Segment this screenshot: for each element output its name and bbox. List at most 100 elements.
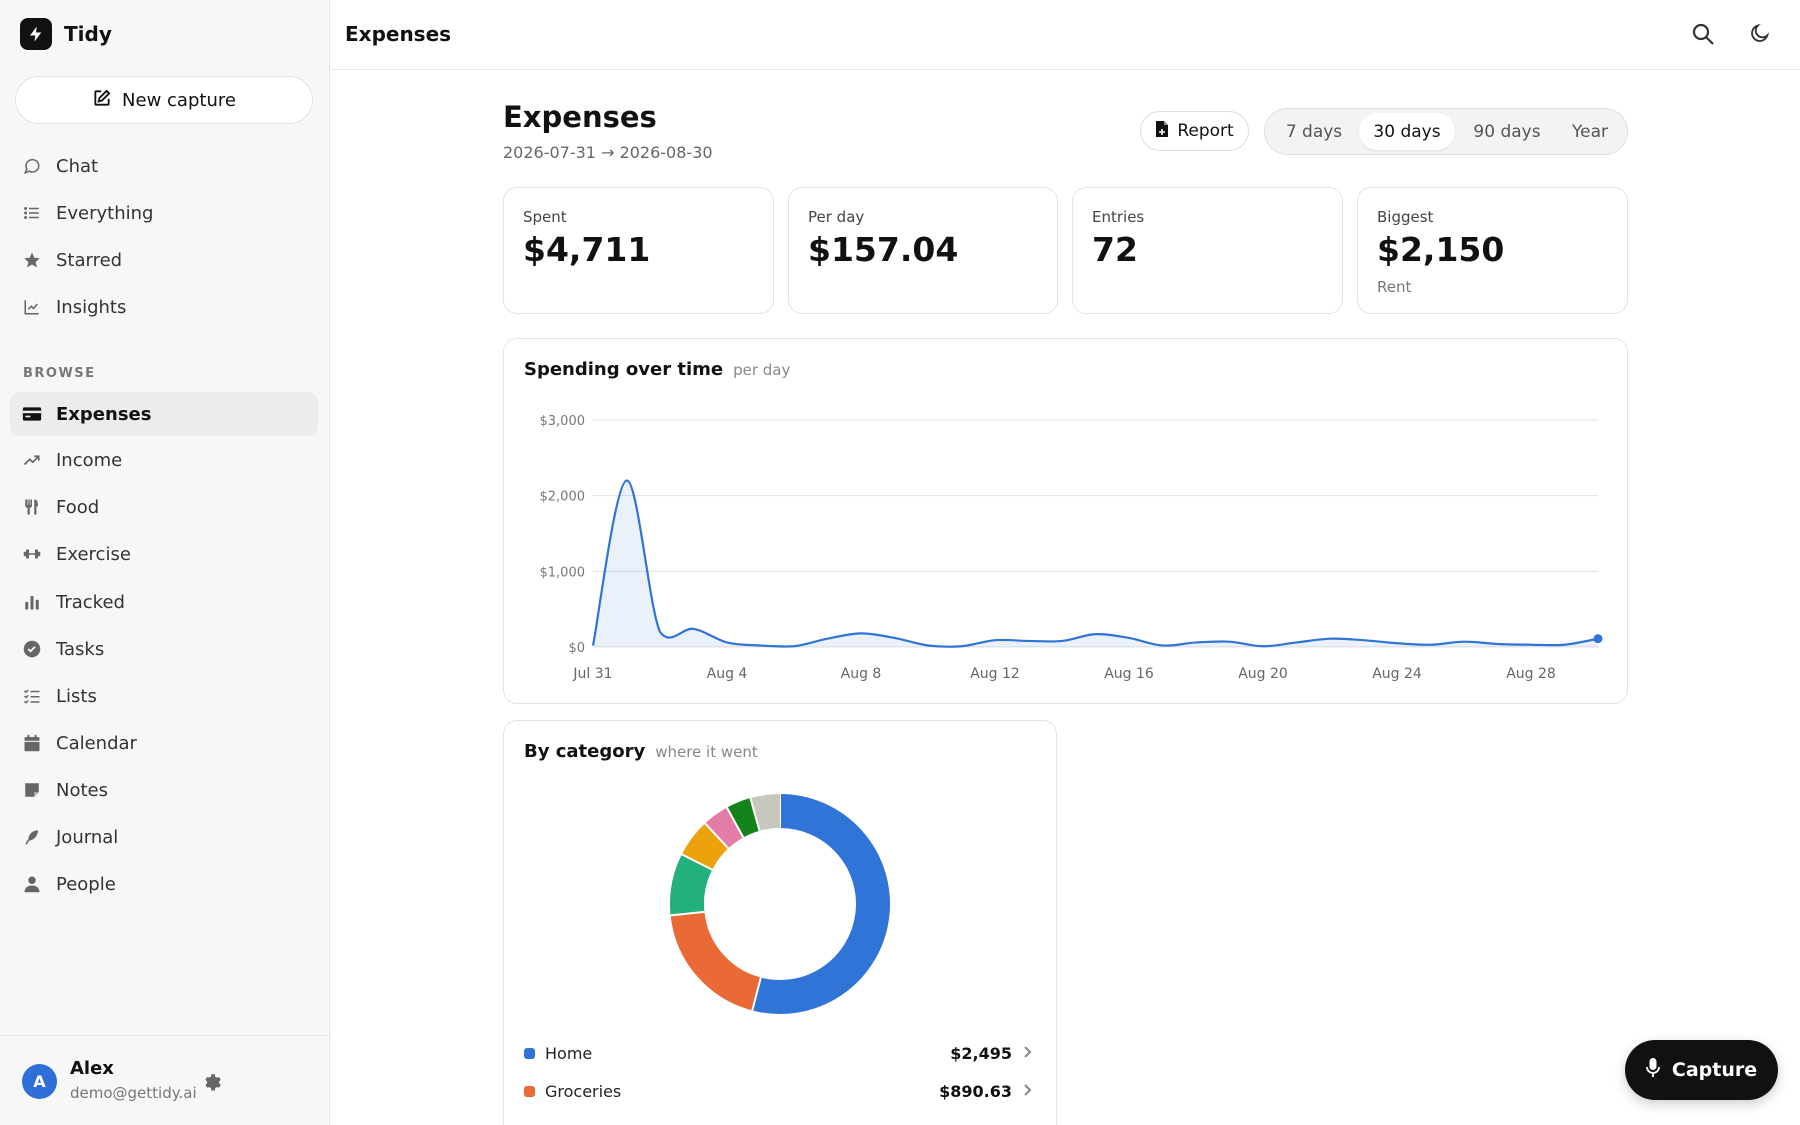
stat-card-per-day: Per day $157.04: [788, 187, 1058, 314]
sidebar-item-label: Chat: [56, 155, 99, 177]
donut-slice[interactable]: [752, 794, 890, 1014]
slice-separator: [749, 797, 761, 832]
donut-slice[interactable]: [670, 911, 762, 1011]
stat-value: 72: [1092, 230, 1138, 269]
spending-line-chart: $0 $1,000 $2,000 $3,000 Jul 31 Aug 4 Aug 8 Aug …: [540, 414, 1603, 682]
sidebar-item-expenses[interactable]: Expenses: [10, 392, 318, 436]
y-tick-label: $1,000: [540, 565, 586, 580]
page-title: Expenses: [503, 100, 657, 134]
sidebar-item-people[interactable]: People: [10, 862, 318, 906]
sidebar-item-calendar[interactable]: Calendar: [10, 721, 318, 765]
gear-icon[interactable]: [202, 1072, 222, 1092]
sidebar-item-label: Notes: [56, 779, 108, 801]
new-capture-label: New capture: [122, 89, 236, 111]
x-tick-label: Aug 12: [970, 666, 1020, 682]
sidebar-item-everything[interactable]: Everything: [10, 191, 318, 235]
report-label: Report: [1177, 121, 1234, 141]
category-row-groceries[interactable]: Groceries $890.63: [524, 1076, 1036, 1106]
credit-card-icon: [22, 404, 42, 424]
spending-title: Spending over time: [524, 359, 724, 380]
check-circle-icon: [22, 639, 42, 659]
search-icon[interactable]: [1691, 22, 1717, 48]
microphone-icon: [1645, 1057, 1660, 1083]
top-bar-title: Expenses: [345, 22, 452, 46]
card-title: Spending over time per day: [524, 359, 790, 380]
sidebar-item-label: Tracked: [56, 591, 125, 613]
sidebar-item-lists[interactable]: Lists: [10, 674, 318, 718]
stat-card-spent: Spent $4,711: [503, 187, 774, 314]
category-subtitle: where it went: [655, 743, 758, 761]
slice-separator: [726, 807, 745, 838]
range-90-days[interactable]: 90 days: [1473, 121, 1541, 142]
category-amount: $890.63: [939, 1081, 1012, 1101]
chevron-right-icon: [1022, 1082, 1036, 1101]
donut-slice[interactable]: [670, 854, 713, 916]
category-title: By category: [524, 741, 646, 762]
sidebar-item-journal[interactable]: Journal: [10, 815, 318, 859]
range-selector: 7 days 30 days 90 days Year: [1264, 108, 1628, 155]
donut-slice[interactable]: [681, 823, 729, 871]
brand[interactable]: Tidy: [20, 18, 112, 50]
range-year[interactable]: Year: [1572, 121, 1608, 142]
data-point[interactable]: [1593, 634, 1603, 644]
spending-chart-card: Spending over time per day $0 $1,000 $2,000…: [503, 338, 1628, 704]
report-button[interactable]: Report: [1140, 111, 1249, 151]
browse-section-label: BROWSE: [23, 366, 96, 381]
moon-icon[interactable]: [1749, 22, 1775, 48]
donut-slice[interactable]: [750, 794, 781, 831]
sidebar-item-label: Journal: [56, 826, 119, 848]
range-7-days[interactable]: 7 days: [1285, 121, 1343, 142]
list-icon: [22, 203, 42, 223]
sidebar-item-starred[interactable]: Starred: [10, 238, 318, 282]
sidebar-item-income[interactable]: Income: [10, 438, 318, 482]
checklist-icon: [22, 686, 42, 706]
spending-subtitle: per day: [733, 361, 791, 379]
star-icon: [22, 250, 42, 270]
file-icon: [1155, 120, 1169, 143]
sidebar-item-label: Lists: [56, 685, 97, 707]
avatar[interactable]: A: [22, 1064, 57, 1099]
stat-card-entries: Entries 72: [1072, 187, 1343, 314]
sidebar-item-insights[interactable]: Insights: [10, 285, 318, 329]
donut-slice[interactable]: [705, 807, 744, 849]
stat-label: Per day: [808, 208, 865, 226]
chevron-right-icon: [1022, 1044, 1036, 1063]
sidebar-item-chat[interactable]: Chat: [10, 144, 318, 188]
sidebar-item-label: Tasks: [56, 638, 105, 660]
category-amount: $2,495: [950, 1043, 1012, 1063]
sidebar-item-food[interactable]: Food: [10, 485, 318, 529]
line-chart-icon: [22, 297, 42, 317]
chat-bubble-icon: [22, 156, 42, 176]
stat-value: $157.04: [808, 230, 959, 269]
sidebar-item-label: Insights: [56, 296, 127, 318]
new-capture-button[interactable]: New capture: [15, 76, 313, 124]
y-tick-label: $0: [568, 641, 585, 656]
x-tick-label: Aug 20: [1238, 666, 1288, 682]
x-tick-label: Jul 31: [572, 666, 612, 682]
donut-slice[interactable]: [726, 798, 761, 838]
sidebar-item-label: Calendar: [56, 732, 137, 754]
category-row-home[interactable]: Home $2,495: [524, 1038, 1036, 1068]
utensils-icon: [22, 497, 42, 517]
sidebar-item-label: Everything: [56, 202, 154, 224]
sidebar-item-tracked[interactable]: Tracked: [10, 580, 318, 624]
category-name: Groceries: [545, 1081, 622, 1101]
bolt-logo-icon: [20, 18, 52, 50]
capture-button[interactable]: Capture: [1625, 1040, 1778, 1100]
top-bar: Expenses: [331, 0, 1800, 70]
feather-icon: [22, 827, 42, 847]
sidebar-item-exercise[interactable]: Exercise: [10, 532, 318, 576]
category-name: Home: [545, 1043, 593, 1063]
dumbbell-icon: [22, 544, 42, 564]
bar-chart-icon: [22, 592, 42, 612]
user-email: demo@gettidy.ai: [70, 1084, 197, 1102]
legend-color-dot: [524, 1085, 535, 1097]
sidebar-item-tasks[interactable]: Tasks: [10, 627, 318, 671]
user-name: Alex: [70, 1058, 114, 1079]
sidebar: Tidy New capture Chat Everything Starred…: [0, 0, 330, 1125]
stat-label: Biggest: [1377, 208, 1434, 226]
x-tick-label: Aug 16: [1104, 666, 1154, 682]
sidebar-item-notes[interactable]: Notes: [10, 768, 318, 812]
category-card: By category where it went Home $2,495 Gro…: [503, 720, 1057, 1125]
range-30-days[interactable]: 30 days: [1359, 113, 1455, 150]
